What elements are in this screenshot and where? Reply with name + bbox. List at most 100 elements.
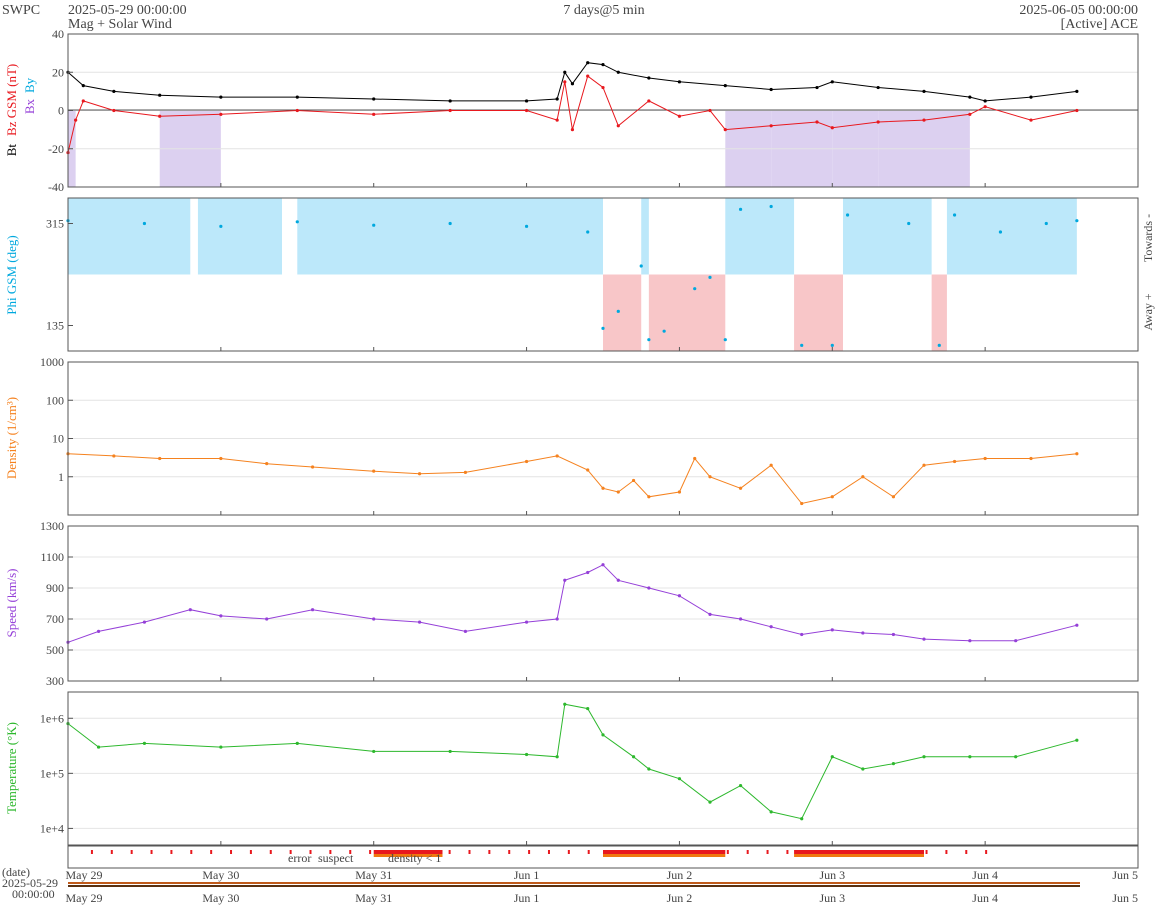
phi-point [723,338,727,342]
density-series-line [67,453,1077,505]
bt-point [769,87,773,92]
density-y-tick: 1000 [40,355,64,369]
temperature-point [631,755,636,759]
density-point [861,475,865,479]
density-point [219,456,223,461]
speed-point [1014,639,1018,643]
bz-point [616,124,620,128]
error-flag-span [794,850,924,854]
mag-y-tick: 0 [58,104,64,118]
bt-label: Bt [4,144,19,157]
x-tick-label-upper: Jun 2 [667,868,693,882]
density-y-tick: 100 [46,393,64,407]
phi-point [639,264,643,268]
bz-point [922,118,926,122]
bx-by-label-text: Bx By [22,77,37,114]
temperature-y-label: Temperature (°K) [4,722,19,814]
speed-point [142,620,147,624]
phi-point [524,224,529,228]
phi-point [937,343,941,347]
phi-point [907,221,911,226]
density-points [66,452,1079,506]
start-date-label: 2025-05-29 [2,876,58,890]
error-flag-mark [547,850,550,854]
speed-y-tick: 1300 [40,519,64,533]
bz-point [448,108,452,113]
bt-point [601,63,605,67]
temperature-y-ticks: 1e+6 1e+5 1e+4 [40,711,73,835]
bz-point [769,124,773,128]
error-flag-mark [230,850,233,854]
speed-y-tick: 700 [46,612,64,626]
density-y-label: Density (1/cm³) [4,397,19,479]
phi-point [952,213,957,217]
bt-point [815,85,819,90]
error-flag-mark [329,850,332,854]
x-tick-label-upper: Jun 5 [1112,868,1138,882]
density-point [616,490,620,494]
flag-density-label: density < 1 [388,851,441,865]
x-tick-label-upper: May 30 [202,868,239,882]
temperature-point [142,741,147,745]
phi-panel: 315 135 Phi GSM (deg) Towards - Away + [4,197,1155,352]
bt-point [524,99,529,103]
bt-point [677,80,682,84]
bt-point [922,89,926,93]
density-panel: 1000 100 10 1 Density (1/cm³) [4,355,1139,516]
temperature-point [524,752,529,757]
temperature-point [586,706,590,711]
temperature-point [219,745,223,749]
end-timestamp: 2025-06-05 00:00:00 [1019,3,1138,18]
error-flag-mark [249,850,252,854]
bz-point [708,108,712,113]
x-tick-label-upper: Jun 3 [819,868,845,882]
phi-point [800,343,804,347]
speed-point [616,578,620,582]
temperature-point [800,817,804,821]
bt-point [448,99,452,103]
error-flag-mark [488,850,491,854]
temperature-series-line [67,703,1078,820]
date-axis-label: (date) [2,865,30,879]
density-flag-span [603,854,726,857]
temperature-y-tick: 1e+5 [40,766,64,780]
speed-point [830,628,834,632]
temperature-panel: 1e+6 1e+5 1e+4 Temperature (°K) [4,691,1139,846]
speed-point [372,617,376,621]
bt-point [295,95,299,99]
bz-point [968,112,972,116]
temperature-point [601,733,605,737]
phi-point [448,221,452,226]
bt-point [81,84,85,88]
bt-point [830,80,834,84]
error-flag-mark [269,850,272,854]
time-span: 7 days@5 min [563,3,644,18]
speed-point [891,632,896,637]
error-flag-mark [150,850,153,854]
flag-suspect-label: suspect [318,851,354,865]
error-flag-mark [587,850,590,854]
bz-point [524,108,529,113]
phi-point [998,230,1003,234]
temperature-point [922,755,926,759]
density-point [769,463,773,467]
org-label: SWPC [2,3,40,18]
speed-point [219,614,223,618]
density-point [1075,452,1079,456]
speed-point [96,629,101,634]
error-flag-mark [90,850,93,854]
phi-point [1075,219,1079,223]
density-point [265,462,269,466]
bt-point [112,89,116,93]
speed-point [463,629,468,634]
speed-point [647,586,651,590]
x-tick-label-lower: May 31 [355,891,392,905]
error-flag-mark [965,850,968,854]
error-flag-mark [448,850,451,854]
speed-y-label: Speed (km/s) [4,569,19,638]
temperature-y-tick: 1e+6 [40,711,64,725]
temperature-point [738,783,743,788]
error-flag-mark [110,850,113,854]
density-point [601,486,605,490]
